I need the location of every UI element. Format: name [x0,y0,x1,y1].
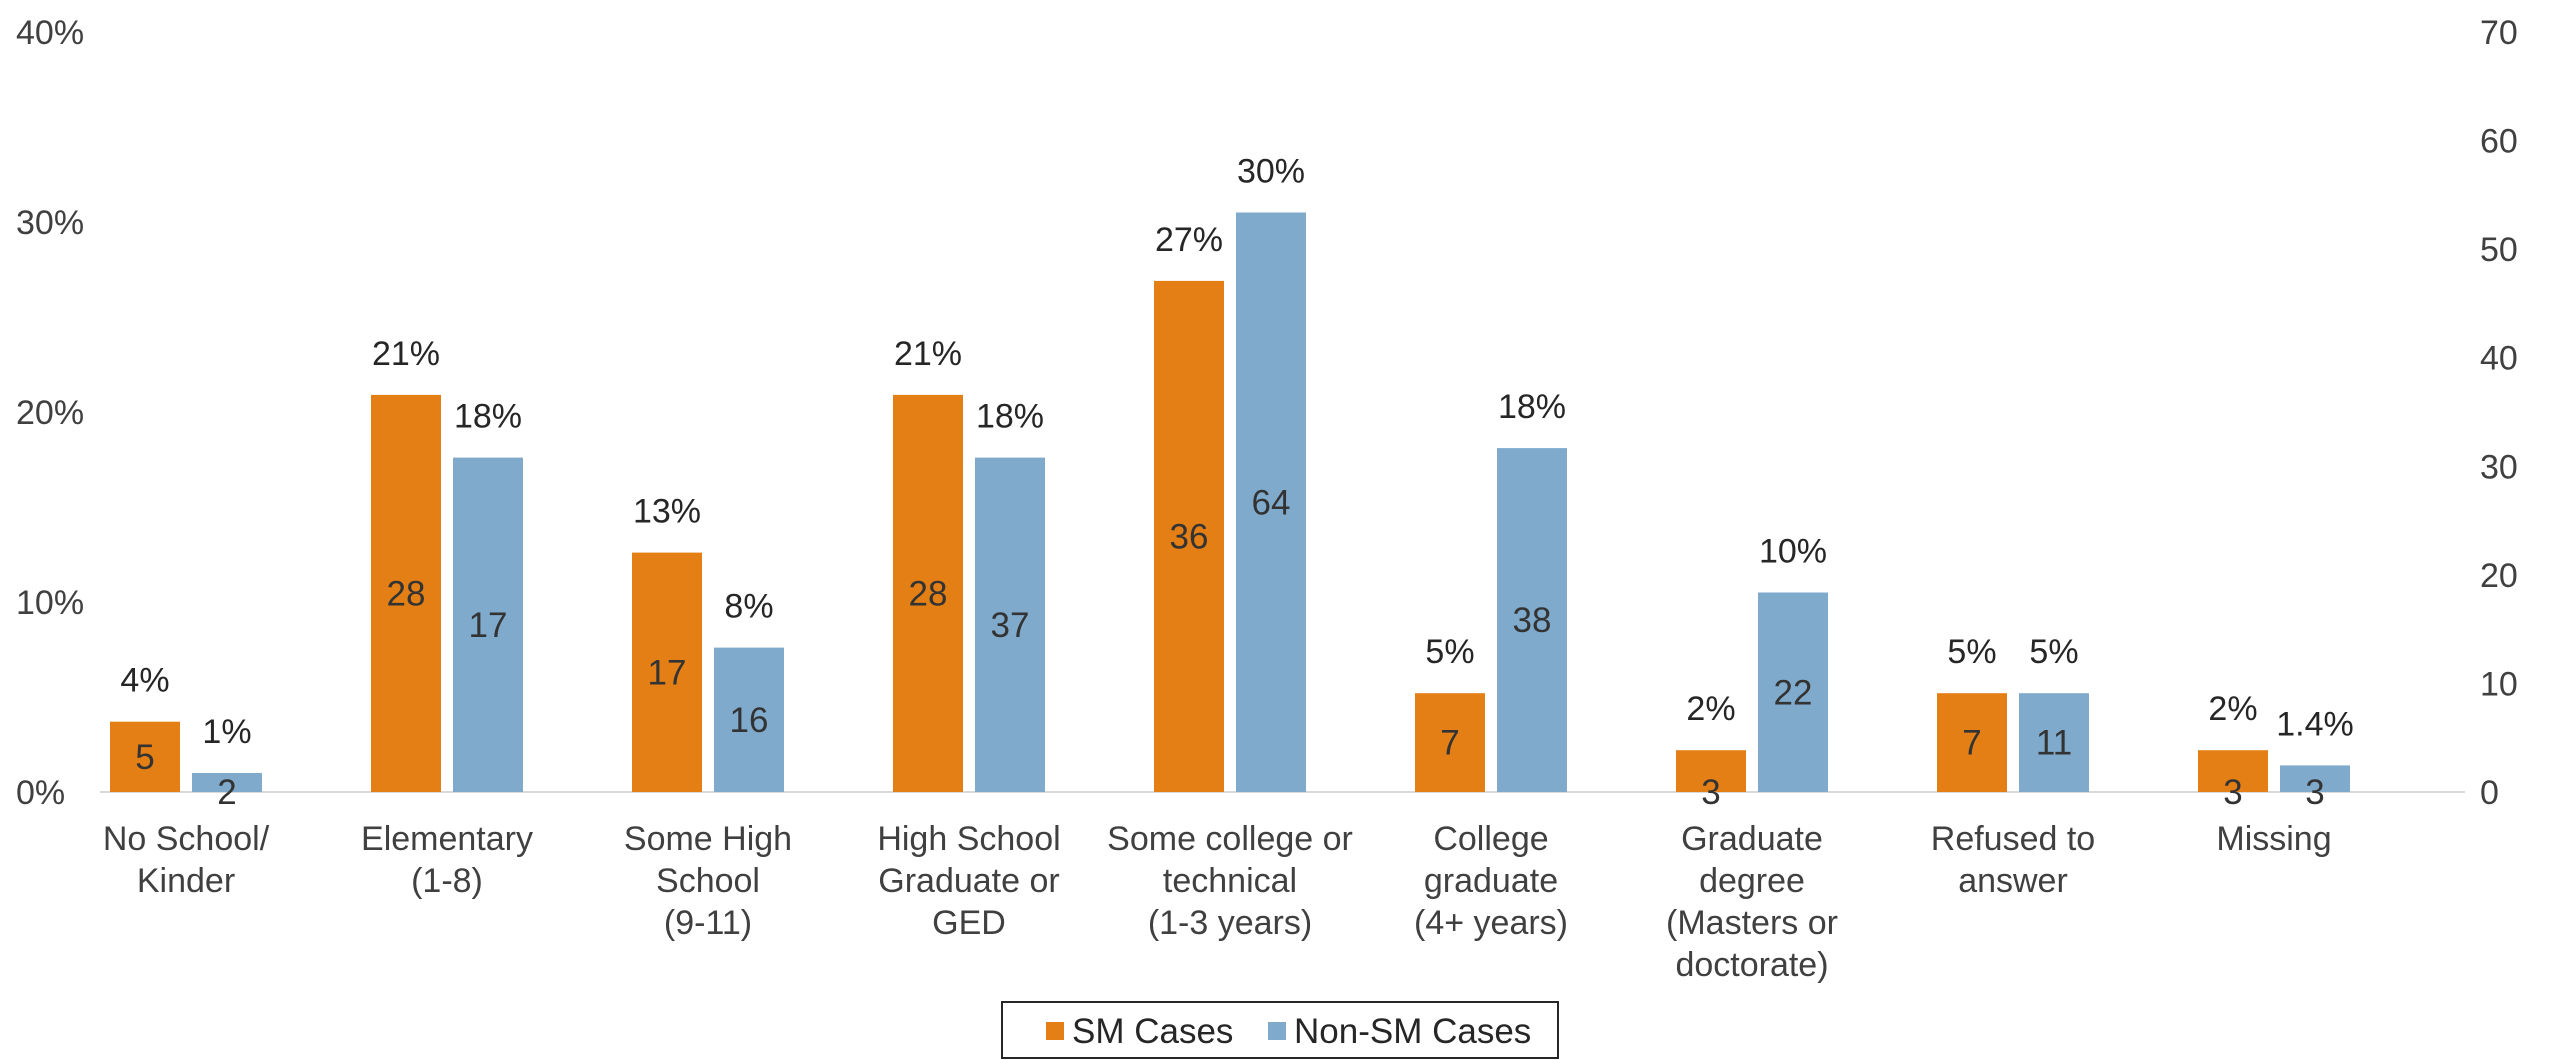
category-labels: No School/Kinder Elementary (1-8) Some High… [103,820,2332,984]
right-tick-label: 70 [2480,14,2518,52]
count-label: 22 [1774,673,1813,712]
bar-sm-6 [1676,750,1746,792]
bar-sm-3 [893,394,963,792]
right-tick-label: 30 [2480,448,2518,486]
count-label: 16 [730,701,769,740]
legend-swatch-sm-cases [1046,1022,1064,1040]
right-tick-label: 50 [2480,231,2518,269]
bar-non-sm-4 [1236,212,1306,792]
count-label: 5 [135,738,154,777]
category-label: Some High School (9-11) [624,820,792,942]
legend-label-non-sm-cases: Non-SM Cases [1294,1012,1531,1051]
count-label: 11 [2036,724,2072,763]
bar-non-sm-5 [1497,448,1567,792]
bar-sm-8 [2198,750,2268,792]
bar-sm-1 [371,394,441,792]
percent-label: 18% [454,398,522,436]
count-label: 64 [1252,483,1291,522]
category-label: Missing [2216,820,2331,858]
percent-label: 2% [1686,690,1735,728]
percent-label: 1% [202,713,251,751]
bar-non-sm-3 [975,457,1045,792]
legend: SM Cases Non-SM Cases [1001,1001,1559,1059]
bar-sm-4 [1154,280,1224,792]
right-tick-label: 0 [2480,774,2499,812]
count-label: 37 [991,606,1030,645]
right-tick-label: 20 [2480,557,2518,595]
count-label: 28 [387,574,426,613]
percent-label: 1.4% [2276,705,2354,743]
bar-sm-7 [1937,693,2007,792]
count-label: 2 [217,773,236,812]
data-labels: 4% 5 21% 28 13% 17 21% 28 27% 36 5% 7 2% 3 5% 7 2% 3 1% 2 18… [120,153,2353,813]
percent-label: 18% [1498,388,1566,426]
category-label: Graduate degree (Masters or doctorate) [1666,820,1838,984]
left-tick-label: 0% [16,774,65,812]
bar-non-sm-7 [2019,693,2089,792]
bar-non-sm-8 [2280,765,2350,792]
legend-swatch-non-sm-cases [1268,1022,1286,1040]
bar-series [110,212,2350,792]
category-label: College graduate (4+ years) [1414,820,1568,942]
percent-label: 30% [1237,153,1305,191]
percent-label: 13% [633,493,701,531]
right-tick-label: 10 [2480,665,2518,703]
count-label: 28 [909,574,948,613]
count-label: 17 [469,606,508,645]
bar-non-sm-2 [714,647,784,792]
bar-non-sm-0 [192,773,262,792]
percent-label: 21% [894,335,962,373]
left-tick-label: 30% [16,204,84,242]
percent-label: 2% [2208,690,2257,728]
percent-label: 18% [976,398,1044,436]
right-tick-label: 60 [2480,123,2518,161]
bar-sm-0 [110,721,180,792]
right-tick-label: 40 [2480,340,2518,378]
category-label: Refused to answer [1931,820,2095,900]
left-tick-label: 20% [16,394,84,432]
percent-label: 5% [1425,633,1474,671]
category-label: High School Graduate or GED [877,820,1060,942]
percent-label: 4% [120,662,169,700]
category-label: No School/Kinder [103,820,270,900]
percent-label: 5% [2029,633,2078,671]
category-label: Elementary (1-8) [361,820,533,900]
count-label: 3 [2305,773,2324,812]
category-label: Some college or technical (1-3 years) [1107,820,1353,942]
percent-label: 27% [1155,221,1223,259]
bar-non-sm-1 [453,457,523,792]
percent-label: 10% [1759,533,1827,571]
count-label: 7 [1440,724,1459,763]
left-axis: 0% 10% 20% 30% 40% [16,14,84,812]
bar-non-sm-6 [1758,592,1828,792]
count-label: 3 [2223,773,2242,812]
bar-sm-5 [1415,693,1485,792]
count-label: 7 [1962,724,1981,763]
count-label: 38 [1513,601,1552,640]
count-label: 36 [1170,517,1209,556]
legend-label-sm-cases: SM Cases [1072,1012,1233,1051]
percent-label: 5% [1947,633,1996,671]
left-tick-label: 40% [16,14,84,52]
percent-label: 8% [724,588,773,626]
right-axis: 0 10 20 30 40 50 60 70 [2480,14,2518,812]
bar-sm-2 [632,552,702,792]
percent-label: 21% [372,335,440,373]
count-label: 3 [1701,773,1720,812]
left-tick-label: 10% [16,584,84,622]
count-label: 17 [648,653,687,692]
